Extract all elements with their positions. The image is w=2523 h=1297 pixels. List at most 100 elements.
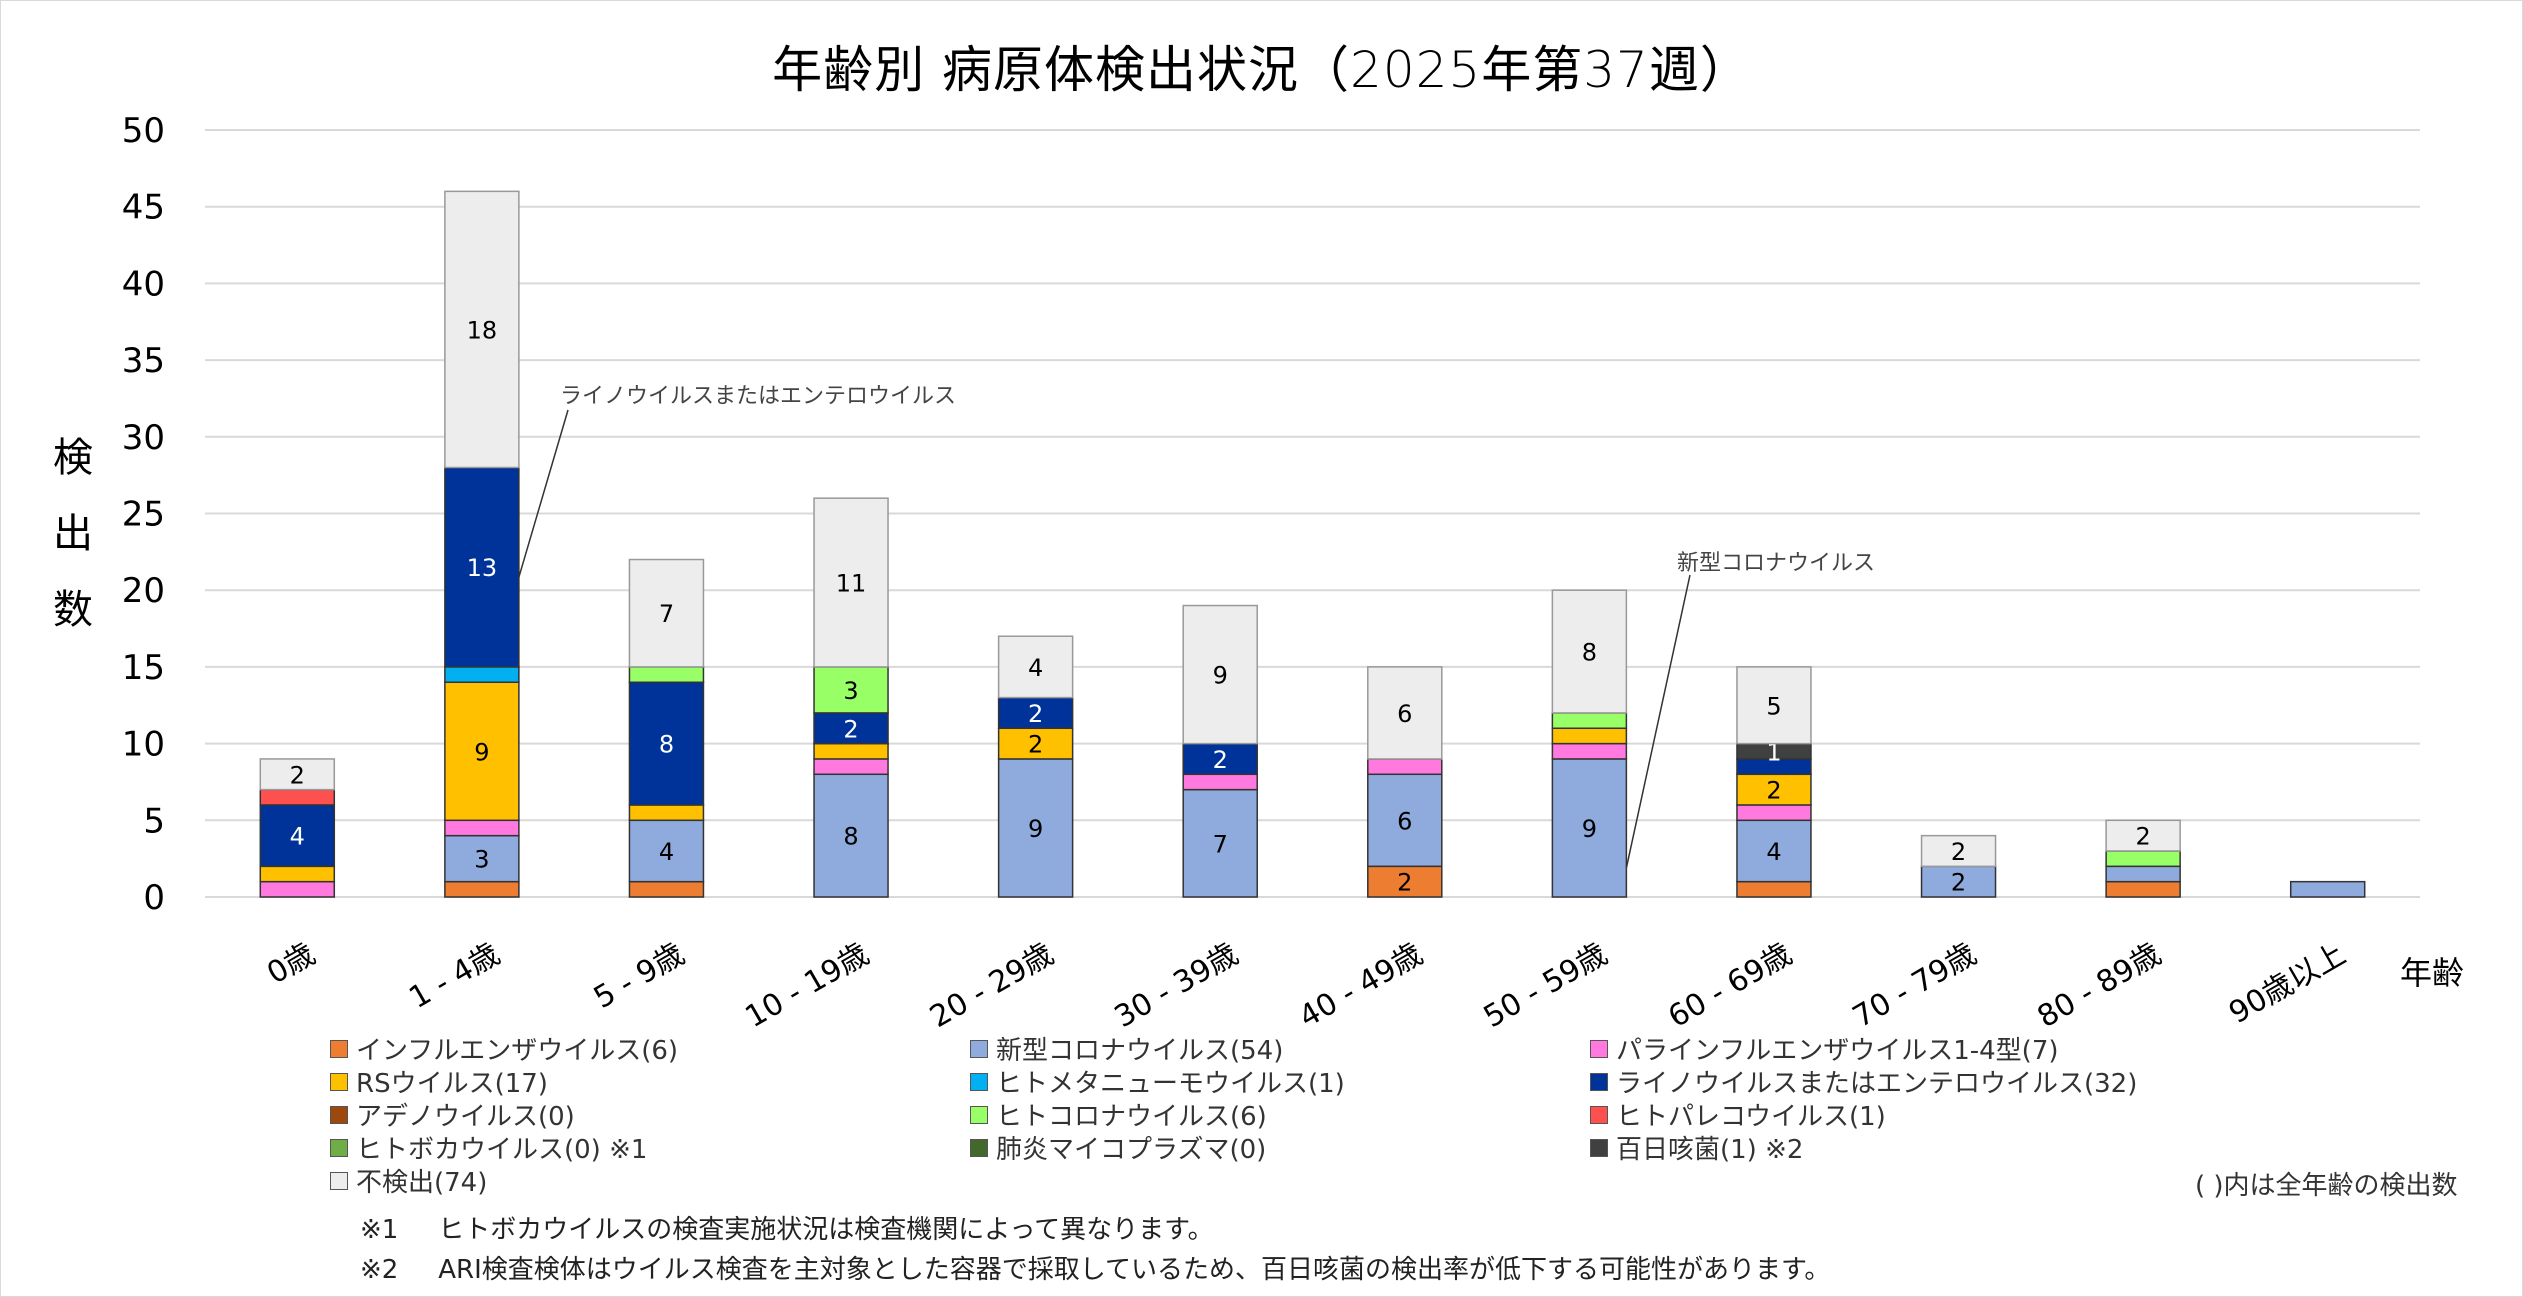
bar-segment	[1551, 742, 1628, 760]
data-label: 7	[1213, 830, 1228, 858]
x-tick-label: 90歳以上	[2223, 937, 2352, 1031]
bar-segment	[997, 727, 1074, 760]
data-label: 6	[1397, 700, 1412, 728]
legend-item: ヒトボカウイルス(0) ※1	[330, 1129, 647, 1166]
bar-segment	[444, 681, 520, 822]
bar-segment	[813, 742, 889, 760]
annotation-rhinovirus: ライノウイルスまたはエンテロウイルス	[560, 384, 957, 409]
chart-title: 年齢別 病原体検出状況（2025年第37週）	[772, 41, 1751, 99]
footnote-1: ※1 ヒトボカウイルスの検査実施状況は検査機関によって異なります。	[360, 1210, 1830, 1250]
bar-segment	[444, 834, 520, 883]
bar-segment	[997, 635, 1074, 699]
legend-item: ライノウイルスまたはエンテロウイルス(32)	[1590, 1063, 2137, 1100]
y-axis-title-char: 数	[53, 587, 93, 633]
bar-segment	[1367, 865, 1443, 898]
legend-item: ヒトメタニューモウイルス(1)	[970, 1063, 1345, 1100]
bar-segment	[628, 804, 705, 822]
bar-segment	[628, 666, 705, 683]
x-tick-label: 20 - 29歳	[924, 937, 1059, 1035]
x-tick-label: 50 - 59歳	[1478, 937, 1613, 1035]
data-label: 6	[1397, 807, 1412, 835]
bar-segment	[1551, 727, 1628, 745]
bar-segment	[1367, 758, 1443, 776]
data-label: 5	[1766, 692, 1781, 720]
data-label: 11	[836, 570, 867, 598]
x-tick-label: 1 - 4歳	[403, 937, 505, 1016]
bar-segment	[1182, 788, 1258, 898]
legend-label: 新型コロナウイルス(54)	[996, 1036, 1284, 1066]
bar-segment	[444, 190, 520, 469]
legend-swatch	[970, 1072, 988, 1091]
legend-label: 肺炎マイコプラズマ(0)	[996, 1135, 1267, 1165]
bar-segment	[628, 681, 705, 806]
bar-segment	[1736, 804, 1812, 822]
footnote-2: ※2 ARI検査検体はウイルス検査を主対象とした容器で採取しているため、百日咳菌…	[360, 1250, 1830, 1290]
bar-segment	[2105, 850, 2181, 868]
legend-label: ライノウイルスまたはエンテロウイルス(32)	[1616, 1069, 2138, 1099]
data-label: 9	[1213, 662, 1228, 690]
data-label: 2	[1951, 869, 1966, 897]
data-label: 13	[467, 554, 498, 582]
bar-segment	[444, 466, 520, 668]
legend-swatch	[970, 1138, 988, 1157]
data-label: 8	[1582, 639, 1597, 667]
x-tick-label: 10 - 19歳	[740, 937, 875, 1035]
legend-item: 百日咳菌(1) ※2	[1590, 1129, 1803, 1166]
data-label: 8	[843, 823, 858, 851]
data-label: 3	[474, 846, 489, 874]
data-label: 4	[290, 823, 305, 851]
bar-segment	[1920, 834, 1997, 868]
legend-swatch	[330, 1039, 348, 1058]
legend-label: ヒトボカウイルス(0) ※1	[356, 1135, 648, 1165]
footnote-text: ヒトボカウイルスの検査実施状況は検査機関によって異なります。	[438, 1215, 1214, 1245]
legend-item: 肺炎マイコプラズマ(0)	[970, 1129, 1266, 1166]
footnote-mark: ※2	[360, 1255, 399, 1285]
legend-label: インフルエンザウイルス(6)	[356, 1036, 679, 1066]
y-axis-title: 検出数	[48, 420, 98, 648]
legend-swatch	[1590, 1072, 1608, 1091]
bar-segment	[1182, 773, 1258, 791]
legend-label: アデノウイルス(0)	[356, 1102, 575, 1132]
y-tick-label: 0	[143, 878, 165, 918]
bar-segment	[1182, 604, 1258, 745]
data-label: 2	[290, 761, 305, 789]
bar-segment	[1736, 666, 1812, 745]
data-label: 2	[1213, 746, 1228, 774]
y-tick-label: 10	[122, 725, 165, 765]
y-tick-label: 25	[122, 495, 165, 535]
legend-swatch	[330, 1105, 348, 1124]
data-label: 9	[474, 738, 489, 766]
bar-segment	[2105, 865, 2181, 883]
legend-item: 新型コロナウイルス(54)	[970, 1030, 1283, 1067]
data-label: 4	[1766, 838, 1781, 866]
x-tick-label: 60 - 69歳	[1662, 937, 1797, 1035]
bar-segment	[259, 880, 336, 898]
bar-segment	[997, 758, 1074, 898]
data-label: 4	[1028, 654, 1043, 682]
x-axis-title: 年齢	[2400, 954, 2465, 992]
data-label: 1	[1766, 738, 1781, 766]
x-tick-label: 40 - 49歳	[1293, 937, 1428, 1035]
legend-label: RSウイルス(17)	[356, 1069, 548, 1099]
annotation-leader-line	[518, 409, 569, 578]
bar-segment	[259, 788, 336, 806]
bar-segment	[2105, 880, 2181, 898]
legend-item: ヒトパレコウイルス(1)	[1590, 1096, 1886, 1133]
legend-swatch	[1590, 1039, 1608, 1058]
data-label: 2	[1028, 731, 1043, 759]
data-label: 2	[2135, 823, 2150, 851]
data-label: 2	[1951, 838, 1966, 866]
y-axis-title-char: 出	[53, 511, 93, 557]
data-label: 2	[1028, 700, 1043, 728]
data-label: 3	[843, 677, 858, 705]
bar-segment	[628, 880, 705, 898]
bar-segment	[259, 865, 336, 883]
data-label: 2	[1397, 869, 1412, 897]
legend-item: インフルエンザウイルス(6)	[330, 1030, 678, 1067]
legend-item: アデノウイルス(0)	[330, 1096, 575, 1133]
y-tick-label: 45	[122, 188, 165, 228]
legend-swatch	[330, 1171, 348, 1190]
data-label: 2	[1766, 777, 1781, 805]
bar-segment	[259, 758, 336, 791]
bar-segment	[1551, 758, 1628, 898]
